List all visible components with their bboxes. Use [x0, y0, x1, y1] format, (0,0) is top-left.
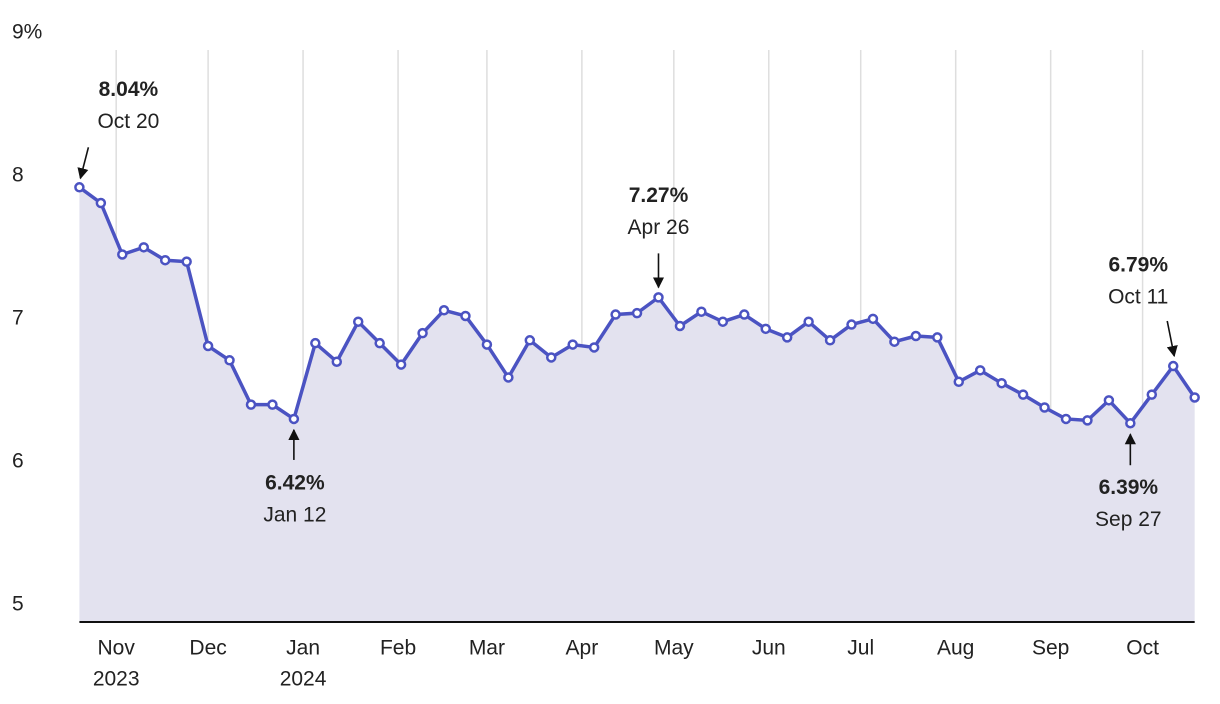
point: [546, 352, 557, 363]
point: [1039, 402, 1050, 413]
point: [696, 306, 707, 317]
point: [674, 320, 686, 332]
point: [503, 372, 514, 383]
annotation-value: 6.79%: [1108, 254, 1168, 277]
area: [79, 187, 1195, 622]
point: [374, 337, 385, 349]
point: [352, 316, 364, 327]
point: [331, 356, 343, 367]
point: [395, 359, 407, 370]
annotation-value: 8.04%: [99, 78, 159, 101]
x-tick-label: Jun: [752, 637, 786, 660]
y-tick-label: 6: [12, 450, 24, 473]
y-tick-label: 5: [12, 593, 24, 616]
x-tick-label: Jul: [847, 637, 874, 660]
point: [138, 242, 149, 253]
point: [481, 339, 493, 350]
point: [631, 307, 643, 319]
point: [588, 342, 600, 353]
point: [1103, 395, 1115, 406]
annotation-arrow: [1166, 320, 1178, 358]
point: [1146, 389, 1158, 400]
point: [159, 254, 171, 266]
annotation-arrow: [77, 147, 90, 180]
annotation-value: 7.27%: [629, 184, 689, 207]
point: [245, 399, 257, 410]
point: [846, 319, 857, 330]
point: [953, 376, 965, 388]
point: [910, 330, 922, 342]
x-tick-label: Feb: [380, 637, 416, 660]
annotation-date: Oct 11: [1108, 286, 1168, 309]
point: [1082, 415, 1093, 426]
x-tick-label: May: [654, 637, 694, 660]
annotation-date: Apr 26: [628, 216, 690, 239]
y-tick-label: 7: [12, 307, 24, 330]
point: [824, 335, 836, 346]
point: [567, 339, 578, 350]
point: [760, 323, 771, 335]
point: [224, 355, 235, 366]
point: [310, 337, 321, 349]
point: [288, 413, 300, 425]
y-tick-label: 9%: [12, 21, 42, 44]
x-tick-label: Jan: [286, 637, 320, 660]
point: [1125, 417, 1136, 429]
point: [1017, 389, 1029, 400]
point: [717, 316, 729, 327]
point: [1189, 392, 1200, 403]
x-tick-label: Sep: [1032, 637, 1069, 660]
point: [117, 249, 128, 260]
point: [932, 332, 943, 343]
point: [803, 316, 814, 327]
point: [181, 256, 192, 267]
point: [524, 335, 536, 346]
annotation-date: Oct 20: [97, 110, 159, 133]
x-tick-year: 2023: [93, 668, 140, 691]
annotation-date: Sep 27: [1095, 508, 1162, 531]
point: [1060, 413, 1072, 425]
point: [974, 365, 986, 376]
point: [653, 292, 664, 303]
point: [889, 336, 900, 347]
x-tick-year: 2024: [280, 668, 327, 691]
point: [267, 399, 278, 410]
x-tick-label: Mar: [469, 637, 505, 660]
point: [781, 332, 793, 343]
point: [460, 310, 471, 322]
point: [1167, 360, 1179, 372]
point: [202, 340, 214, 352]
point: [610, 309, 621, 320]
x-tick-label: Nov: [97, 637, 135, 660]
x-tick-label: Aug: [937, 637, 974, 660]
x-tick-label: Dec: [189, 637, 226, 660]
point: [74, 182, 85, 193]
y-tick-label: 8: [12, 164, 24, 187]
point: [739, 309, 750, 320]
annotation-value: 6.42%: [265, 471, 325, 494]
x-tick-label: Oct: [1126, 637, 1159, 660]
annotation-date: Jan 12: [263, 503, 326, 526]
annotation-value: 6.39%: [1099, 476, 1159, 499]
point: [95, 197, 107, 209]
point: [417, 327, 428, 339]
x-tick-label: Apr: [566, 637, 599, 660]
point: [867, 313, 879, 325]
point: [996, 377, 1007, 389]
point: [438, 305, 450, 316]
